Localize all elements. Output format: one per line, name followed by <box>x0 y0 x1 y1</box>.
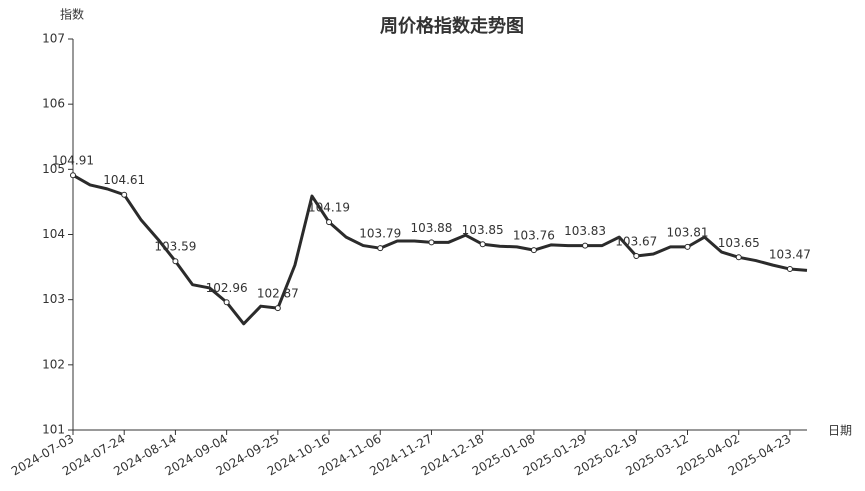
y-axis-label: 指数 <box>60 7 84 22</box>
point <box>121 191 128 198</box>
point <box>377 245 384 252</box>
chart-title: 周价格指数走势图 <box>380 15 524 37</box>
point <box>223 299 230 306</box>
value-label: 103.83 <box>564 224 606 238</box>
value-label: 104.19 <box>308 201 350 215</box>
value-label: 103.47 <box>769 248 811 262</box>
value-label: 104.61 <box>103 173 145 187</box>
point <box>786 266 793 273</box>
point <box>274 305 281 312</box>
value-label: 103.85 <box>462 223 504 237</box>
value-label: 103.88 <box>410 221 452 235</box>
value-label: 103.65 <box>718 236 760 250</box>
point <box>735 254 742 261</box>
y-tick-label: 103 <box>42 292 65 306</box>
point <box>70 172 76 179</box>
point <box>428 239 435 246</box>
value-label: 104.91 <box>52 154 94 168</box>
value-label: 102.96 <box>206 281 248 295</box>
value-label: 102.87 <box>257 287 299 301</box>
y-tick-label: 104 <box>42 227 65 241</box>
y-tick-label: 101 <box>42 423 65 437</box>
value-label: 103.76 <box>513 229 555 243</box>
point <box>326 219 333 226</box>
value-label: 103.67 <box>615 235 657 249</box>
point <box>582 242 589 249</box>
point <box>530 247 537 254</box>
point <box>684 243 691 250</box>
value-label: 103.79 <box>359 227 401 241</box>
y-tick-label: 107 <box>42 32 65 46</box>
y-tick-label: 106 <box>42 97 65 111</box>
point <box>479 241 486 248</box>
y-tick-label: 105 <box>42 162 65 176</box>
point <box>633 253 640 260</box>
value-label: 103.81 <box>667 225 709 239</box>
value-label: 103.59 <box>154 240 196 254</box>
y-tick-label: 102 <box>42 357 65 371</box>
point <box>172 258 179 265</box>
x-axis-label: 日期 <box>828 424 852 438</box>
